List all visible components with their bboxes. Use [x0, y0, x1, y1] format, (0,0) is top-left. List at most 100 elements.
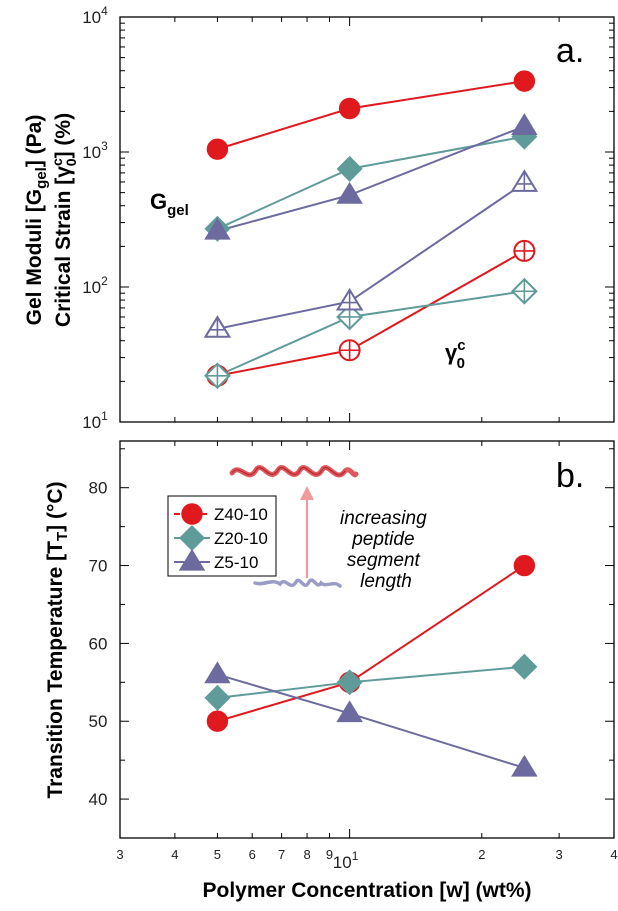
note-line-3: segment [347, 550, 421, 571]
ylabel-strain-end: ] (%) [52, 113, 75, 159]
series-line-z5 [217, 673, 525, 769]
xtick-label-major: 101 [333, 849, 359, 872]
note-line-1: increasing [340, 508, 427, 529]
increase-arrow [300, 486, 314, 578]
ytick-label: 101 [82, 409, 108, 432]
ytick-label: 60 [89, 634, 108, 653]
series-line-z40-G_gel [217, 80, 525, 151]
marker-z20-G_gel [336, 155, 363, 182]
legend-label-z40: Z40-10 [214, 505, 268, 524]
ylabel-moduli-sub: gel [33, 167, 50, 189]
xtick-label-major-base: 10 [333, 853, 352, 872]
marker-z5 [204, 661, 231, 684]
panel-a-ticks [119, 17, 615, 423]
panel-a-ylabel-moduli: Gel Moduli [Ggel] (Pa) [23, 115, 50, 326]
ylabel-moduli-end: ] (Pa) [23, 115, 46, 168]
series-line-z20-critical_strain [217, 290, 525, 377]
xtick-label: 2 [478, 847, 485, 862]
panel-b: 40 50 60 70 80 3 4 5 6 7 8 9 2 3 4 101 b. Z40-10 Z20-10… [44, 440, 618, 902]
marker-z20 [204, 684, 231, 711]
panel-b-ylabel: Transition Temperature [TT] (°C) [44, 481, 71, 798]
ytick-label: 103 [82, 139, 108, 162]
panel-a-ylabel-strain: Critical Strain [γc0] (%) [49, 113, 79, 327]
panel-b-ticks [119, 441, 615, 839]
marker-z40 [206, 710, 229, 732]
xtick-label: 3 [116, 847, 123, 862]
ytick-label-base: 10 [82, 143, 101, 162]
panel-b-xtick-labels: 3 4 5 6 7 8 9 2 3 4 101 [116, 847, 617, 872]
marker-z40-G_gel [513, 70, 536, 92]
ytick-label-base: 10 [82, 8, 101, 27]
marker-z20 [336, 669, 363, 696]
legend: Z40-10 Z20-10 Z5-10 [167, 495, 277, 577]
xtick-label: 4 [171, 847, 178, 862]
marker-z20 [511, 653, 538, 680]
legend-marker-z5 [178, 548, 206, 571]
xtick-label: 6 [249, 847, 256, 862]
ggel-annotation: Ggel [150, 189, 189, 219]
ytick-label: 80 [89, 479, 108, 498]
ylabel-strain-main: Critical Strain [γ [52, 166, 75, 327]
gamma-annotation-sub: 0 [457, 355, 465, 372]
ytick-label-exp: 3 [101, 139, 108, 153]
series-line-z5-critical_strain [217, 182, 525, 330]
xtick-label: 4 [610, 847, 617, 862]
panel-a-frame [119, 16, 615, 423]
note-line-2: peptide [351, 529, 414, 550]
gamma-annotation: γc 0 [445, 337, 466, 372]
marker-z5-G_gel [336, 181, 363, 204]
ytick-label: 70 [89, 557, 108, 576]
ylabel-temp-end: ] (°C) [44, 481, 67, 531]
ytick-label-exp: 1 [101, 409, 108, 423]
xtick-label: 8 [303, 847, 310, 862]
ytick-label: 40 [89, 790, 108, 809]
ggel-annotation-sub: gel [167, 202, 189, 219]
marker-z5-G_gel [511, 113, 538, 135]
xtick-label-major-exp: 1 [352, 849, 359, 863]
ytick-label: 50 [89, 712, 108, 731]
panel-b-ytick-labels: 40 50 60 70 80 [89, 479, 108, 809]
ytick-label: 102 [82, 274, 108, 297]
xtick-label: 9 [326, 847, 333, 862]
marker-z40 [513, 554, 536, 577]
marker-z40-G_gel [206, 138, 229, 160]
panel-b-markers [204, 554, 538, 777]
ytick-label-exp: 4 [101, 4, 108, 18]
gamma-annotation-main: γ [445, 340, 458, 365]
long-helix-illustration [229, 465, 359, 478]
panel-a-label: a. [556, 32, 584, 70]
marker-z5-G_gel [204, 217, 231, 240]
panel-b-xlabel: Polymer Concentration [w] (wt%) [202, 879, 531, 902]
ytick-label: 104 [82, 4, 108, 27]
legend-label-z20: Z20-10 [214, 529, 268, 548]
peptide-length-note: increasing peptide segment length [340, 508, 432, 592]
ylabel-moduli-main: Gel Moduli [G [23, 189, 46, 326]
ytick-label-exp: 2 [101, 274, 108, 288]
ylabel-temp-main: Transition Temperature [T [44, 541, 67, 799]
ylabel-strain-sub: 0 [63, 158, 79, 166]
xtick-label: 5 [214, 847, 221, 862]
panel-a-markers [203, 70, 539, 390]
ggel-annotation-main: G [150, 189, 167, 214]
marker-z5 [511, 754, 538, 777]
marker-z40-G_gel [338, 97, 361, 120]
short-helix-illustration [253, 578, 342, 588]
legend-marker-z40 [181, 503, 203, 525]
xtick-label: 7 [278, 847, 285, 862]
ytick-label-base: 10 [82, 278, 101, 297]
legend-label-z5: Z5-10 [214, 553, 258, 572]
marker-z5 [336, 700, 363, 723]
panel-b-series-lines [217, 564, 525, 769]
series-line-z20 [217, 665, 525, 699]
note-line-4: length [360, 571, 412, 592]
panel-a-series-lines [217, 80, 525, 377]
xtick-label: 3 [556, 847, 563, 862]
ylabel-temp-sub: T [54, 532, 71, 541]
panel-b-frame [119, 440, 615, 839]
panel-b-label: b. [556, 457, 584, 495]
ytick-label-base: 10 [82, 413, 101, 432]
gamma-annotation-sup: c [457, 337, 465, 354]
